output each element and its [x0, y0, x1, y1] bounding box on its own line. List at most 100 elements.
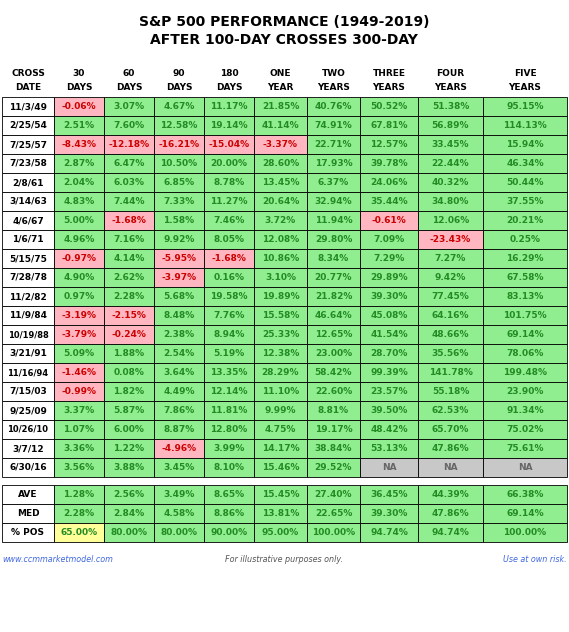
Bar	[307, 344, 360, 363]
Text: 12.58%: 12.58%	[160, 121, 197, 130]
Bar	[104, 249, 154, 268]
Text: 7.86%: 7.86%	[163, 406, 195, 415]
Text: 80.00%: 80.00%	[160, 528, 197, 537]
Bar	[54, 420, 104, 439]
Text: 64.16%: 64.16%	[432, 311, 469, 320]
Text: 22.44%: 22.44%	[432, 159, 469, 168]
Text: 7.33%: 7.33%	[163, 197, 195, 206]
Bar	[254, 116, 307, 135]
Text: 69.14%: 69.14%	[506, 330, 544, 339]
Bar	[254, 97, 307, 116]
Text: 3/14/63: 3/14/63	[9, 197, 47, 206]
Text: 40.76%: 40.76%	[315, 102, 352, 111]
Bar	[154, 173, 204, 192]
Text: -8.43%: -8.43%	[61, 140, 97, 149]
Text: FIVE: FIVE	[514, 70, 537, 78]
Bar	[254, 306, 307, 325]
Text: 15.94%: 15.94%	[506, 140, 544, 149]
Text: 17.93%: 17.93%	[315, 159, 352, 168]
Bar	[204, 306, 254, 325]
Text: 90.00%: 90.00%	[211, 528, 248, 537]
Text: 180: 180	[220, 70, 238, 78]
Text: DAYS: DAYS	[216, 83, 242, 92]
Text: 15.45%: 15.45%	[262, 490, 299, 499]
Text: 91.34%: 91.34%	[506, 406, 544, 415]
Text: 0.08%: 0.08%	[114, 368, 145, 377]
Text: 1.07%: 1.07%	[63, 425, 94, 434]
Bar	[483, 268, 567, 287]
Text: 78.06%: 78.06%	[506, 349, 544, 358]
Bar	[104, 325, 154, 344]
Text: 67.58%: 67.58%	[506, 273, 544, 282]
Bar	[483, 325, 567, 344]
Text: 100.00%: 100.00%	[504, 528, 547, 537]
Bar	[104, 504, 154, 523]
Text: -0.97%: -0.97%	[61, 254, 97, 263]
Text: 7.16%: 7.16%	[113, 235, 145, 244]
Text: 6.85%: 6.85%	[163, 178, 195, 187]
Text: 20.64%: 20.64%	[262, 197, 299, 206]
Bar	[418, 268, 483, 287]
Text: 39.30%: 39.30%	[370, 509, 407, 518]
Text: 2.84%: 2.84%	[113, 509, 145, 518]
Bar	[254, 485, 307, 504]
Bar	[204, 485, 254, 504]
Bar	[154, 192, 204, 211]
Text: -23.43%: -23.43%	[430, 235, 471, 244]
Text: 62.53%: 62.53%	[432, 406, 469, 415]
Text: 3.49%: 3.49%	[163, 490, 195, 499]
Bar	[360, 249, 418, 268]
Text: TWO: TWO	[321, 70, 345, 78]
Bar	[360, 97, 418, 116]
Text: -16.21%: -16.21%	[158, 140, 200, 149]
Text: 46.34%: 46.34%	[506, 159, 544, 168]
Text: 22.71%: 22.71%	[315, 140, 352, 149]
Text: 1.88%: 1.88%	[113, 349, 145, 358]
Text: ONE: ONE	[270, 70, 291, 78]
Bar	[307, 382, 360, 401]
Text: -15.04%: -15.04%	[208, 140, 250, 149]
Bar	[54, 344, 104, 363]
Bar	[483, 344, 567, 363]
Text: 5.68%: 5.68%	[163, 292, 195, 301]
Bar	[104, 439, 154, 458]
Text: 11.94%: 11.94%	[315, 216, 352, 225]
Text: -0.06%: -0.06%	[61, 102, 96, 111]
Bar	[418, 382, 483, 401]
Text: 28.29%: 28.29%	[262, 368, 299, 377]
Bar	[2, 230, 54, 249]
Text: 53.13%: 53.13%	[370, 444, 407, 453]
Bar	[307, 523, 360, 542]
Bar	[360, 401, 418, 420]
Text: 8.81%: 8.81%	[318, 406, 349, 415]
Text: 6.47%: 6.47%	[113, 159, 145, 168]
Text: AVE: AVE	[18, 490, 38, 499]
Bar	[483, 485, 567, 504]
Text: 114.13%: 114.13%	[503, 121, 547, 130]
Text: 1.28%: 1.28%	[63, 490, 94, 499]
Text: DAYS: DAYS	[166, 83, 192, 92]
Bar	[483, 439, 567, 458]
Text: 7.76%: 7.76%	[213, 311, 245, 320]
Bar	[418, 485, 483, 504]
Text: 80.00%: 80.00%	[110, 528, 147, 537]
Bar	[2, 523, 54, 542]
Text: -12.18%: -12.18%	[109, 140, 150, 149]
Text: 3/21/91: 3/21/91	[9, 349, 47, 358]
Text: www.ccmmarketmodel.com: www.ccmmarketmodel.com	[2, 556, 113, 564]
Text: 10.86%: 10.86%	[262, 254, 299, 263]
Text: DAYS: DAYS	[116, 83, 142, 92]
Text: 3.72%: 3.72%	[265, 216, 296, 225]
Text: -3.19%: -3.19%	[61, 311, 97, 320]
Text: 1/6/71: 1/6/71	[12, 235, 44, 244]
Bar	[307, 135, 360, 154]
Text: 47.86%: 47.86%	[432, 509, 469, 518]
Text: 94.74%: 94.74%	[431, 528, 469, 537]
Bar	[104, 173, 154, 192]
Text: 9.42%: 9.42%	[435, 273, 466, 282]
Text: 23.90%: 23.90%	[506, 387, 544, 396]
Text: MED: MED	[17, 509, 39, 518]
Bar	[418, 287, 483, 306]
Text: 2.28%: 2.28%	[63, 509, 94, 518]
Text: 3.64%: 3.64%	[163, 368, 195, 377]
